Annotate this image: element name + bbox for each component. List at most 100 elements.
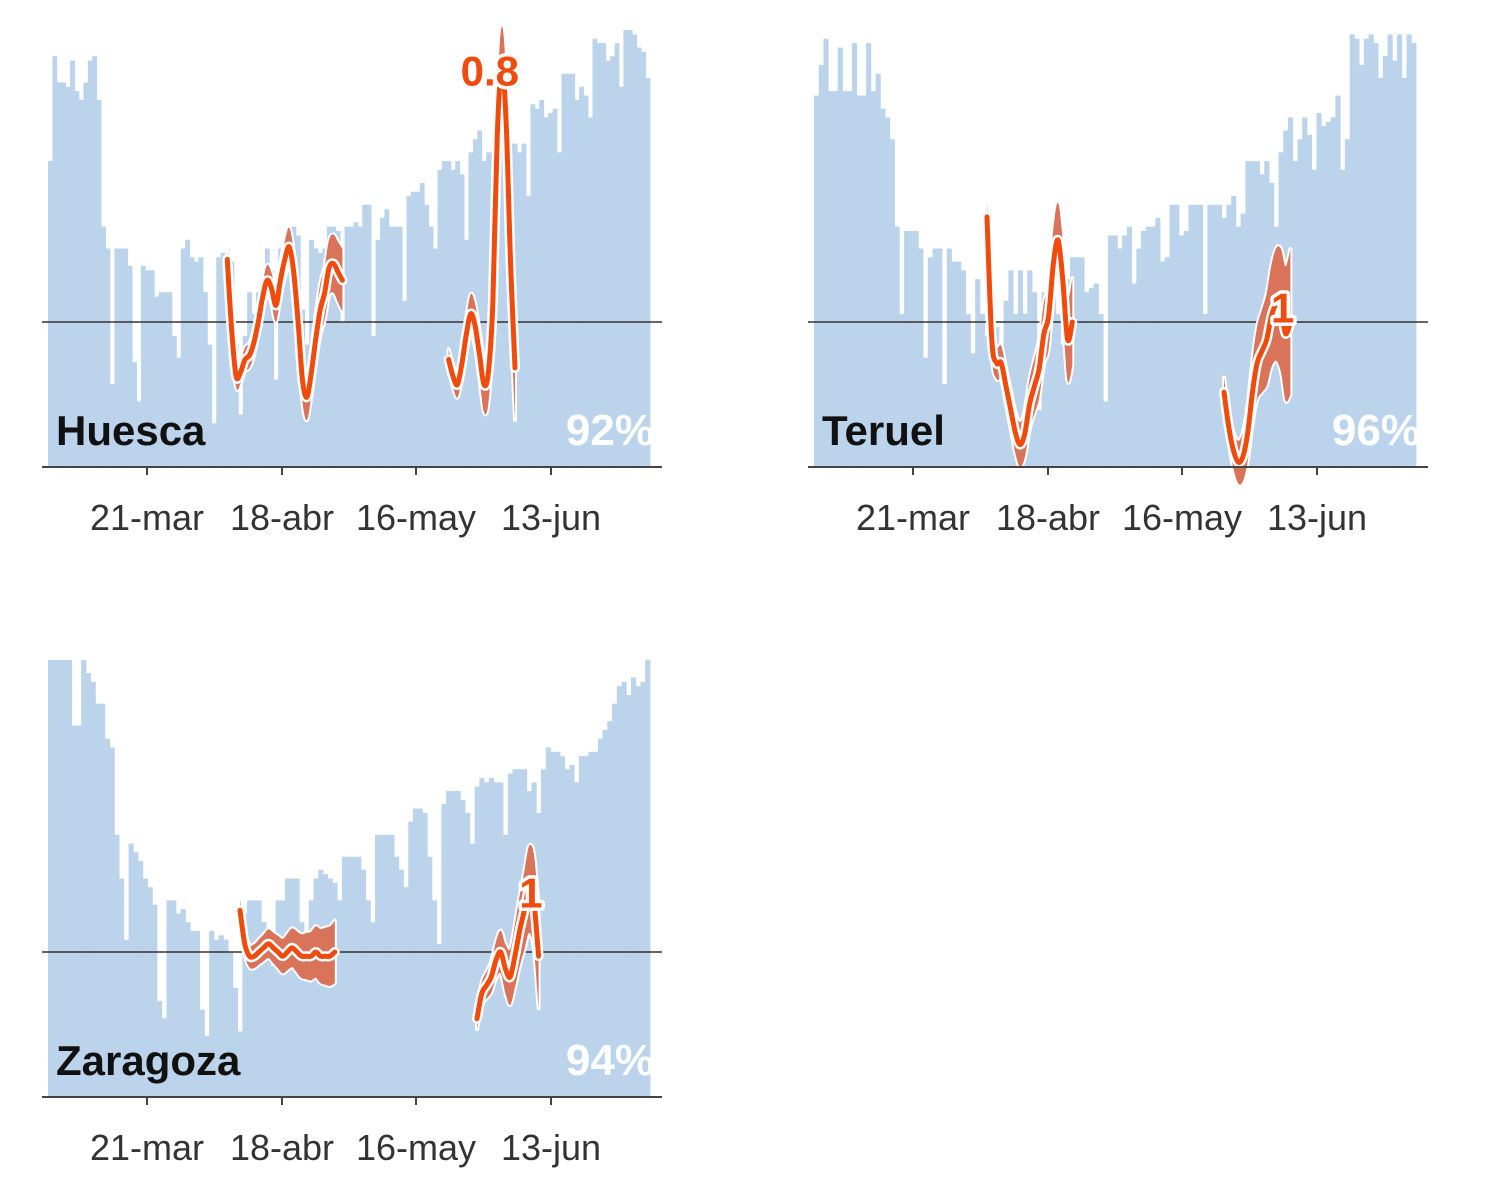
bar: [814, 95, 820, 468]
x-tick-label: 16-may: [1122, 497, 1242, 538]
bar: [356, 856, 362, 1097]
bar: [450, 169, 456, 467]
bar: [138, 861, 144, 1097]
bar: [578, 756, 585, 1097]
bar: [371, 335, 376, 467]
bar-series: [48, 660, 651, 1097]
bar: [176, 357, 182, 467]
bar: [56, 82, 62, 467]
bar: [534, 108, 540, 467]
bar: [607, 721, 613, 1097]
bar: [1174, 204, 1180, 468]
bar: [431, 900, 438, 1097]
bar: [384, 834, 390, 1097]
bar: [1382, 56, 1388, 467]
rt-segment: [443, 24, 520, 422]
bar: [402, 300, 407, 467]
bar: [424, 204, 430, 468]
bar: [417, 808, 423, 1097]
bar: [422, 812, 428, 1097]
bar: [225, 248, 230, 467]
bar: [605, 60, 611, 468]
bar: [357, 226, 363, 467]
bar: [232, 987, 239, 1097]
bar: [1325, 121, 1332, 468]
bar: [557, 152, 562, 468]
bar: [1349, 34, 1355, 468]
bar: [291, 226, 297, 467]
bar: [592, 38, 598, 468]
bar: [76, 725, 82, 1097]
bar: [545, 747, 551, 1097]
bar: [559, 756, 566, 1097]
bar: [579, 86, 585, 467]
rt-line: [237, 907, 338, 960]
bar: [128, 843, 134, 1097]
bar: [941, 383, 948, 467]
bar: [823, 38, 829, 468]
bar: [175, 913, 182, 1097]
bar: [908, 231, 914, 467]
bar: [946, 248, 952, 467]
bar: [1306, 134, 1313, 467]
bar: [266, 944, 272, 1097]
bar: [65, 86, 71, 467]
rt-line: [224, 244, 345, 400]
bar: [66, 660, 73, 1097]
bar: [152, 904, 158, 1097]
bar: [375, 834, 381, 1097]
bar: [1178, 235, 1185, 467]
bar: [918, 248, 924, 467]
bar: [645, 660, 651, 1097]
bar: [247, 292, 253, 467]
bar: [360, 869, 366, 1097]
bar: [880, 108, 886, 467]
panel-teruel: 1 21-mar 18-abr 16-may 13-jun Teruel 96%: [808, 34, 1428, 538]
bar: [337, 900, 343, 1097]
bar: [346, 856, 352, 1097]
bar: [1292, 161, 1298, 467]
bar: [96, 99, 102, 468]
bar: [960, 270, 967, 467]
bar: [388, 226, 394, 467]
bar: [220, 252, 226, 467]
bar: [937, 248, 943, 467]
bar: [1368, 34, 1374, 468]
bar: [132, 362, 137, 467]
bar: [251, 900, 257, 1097]
rt-uncertainty-fill: [240, 899, 335, 987]
bar: [384, 209, 390, 468]
bar: [636, 47, 642, 467]
bar: [109, 747, 115, 1097]
bar: [282, 248, 288, 467]
bar: [256, 900, 262, 1097]
bar: [818, 64, 824, 468]
bar: [61, 82, 67, 467]
bar: [465, 812, 471, 1097]
rt-segment: [472, 842, 544, 1032]
x-tick-label: 21-mar: [90, 1127, 204, 1168]
bar: [970, 353, 976, 467]
bar: [555, 751, 561, 1097]
bar: [481, 161, 487, 467]
bar: [194, 930, 201, 1097]
bar: [412, 808, 419, 1097]
bar: [641, 51, 646, 467]
bar: [269, 270, 275, 467]
bar: [406, 196, 412, 467]
bar: [353, 222, 359, 467]
region-label: Huesca: [56, 407, 206, 454]
bar: [303, 974, 310, 1097]
bar: [171, 900, 177, 1097]
bar: [1164, 257, 1170, 467]
bar: [495, 239, 500, 467]
bar: [627, 30, 633, 467]
bar: [1344, 139, 1351, 467]
bar: [932, 248, 938, 467]
bar: [1188, 204, 1194, 468]
bar: [1193, 204, 1199, 468]
bar: [450, 791, 457, 1097]
bar: [136, 401, 142, 467]
bar: [1363, 38, 1369, 468]
